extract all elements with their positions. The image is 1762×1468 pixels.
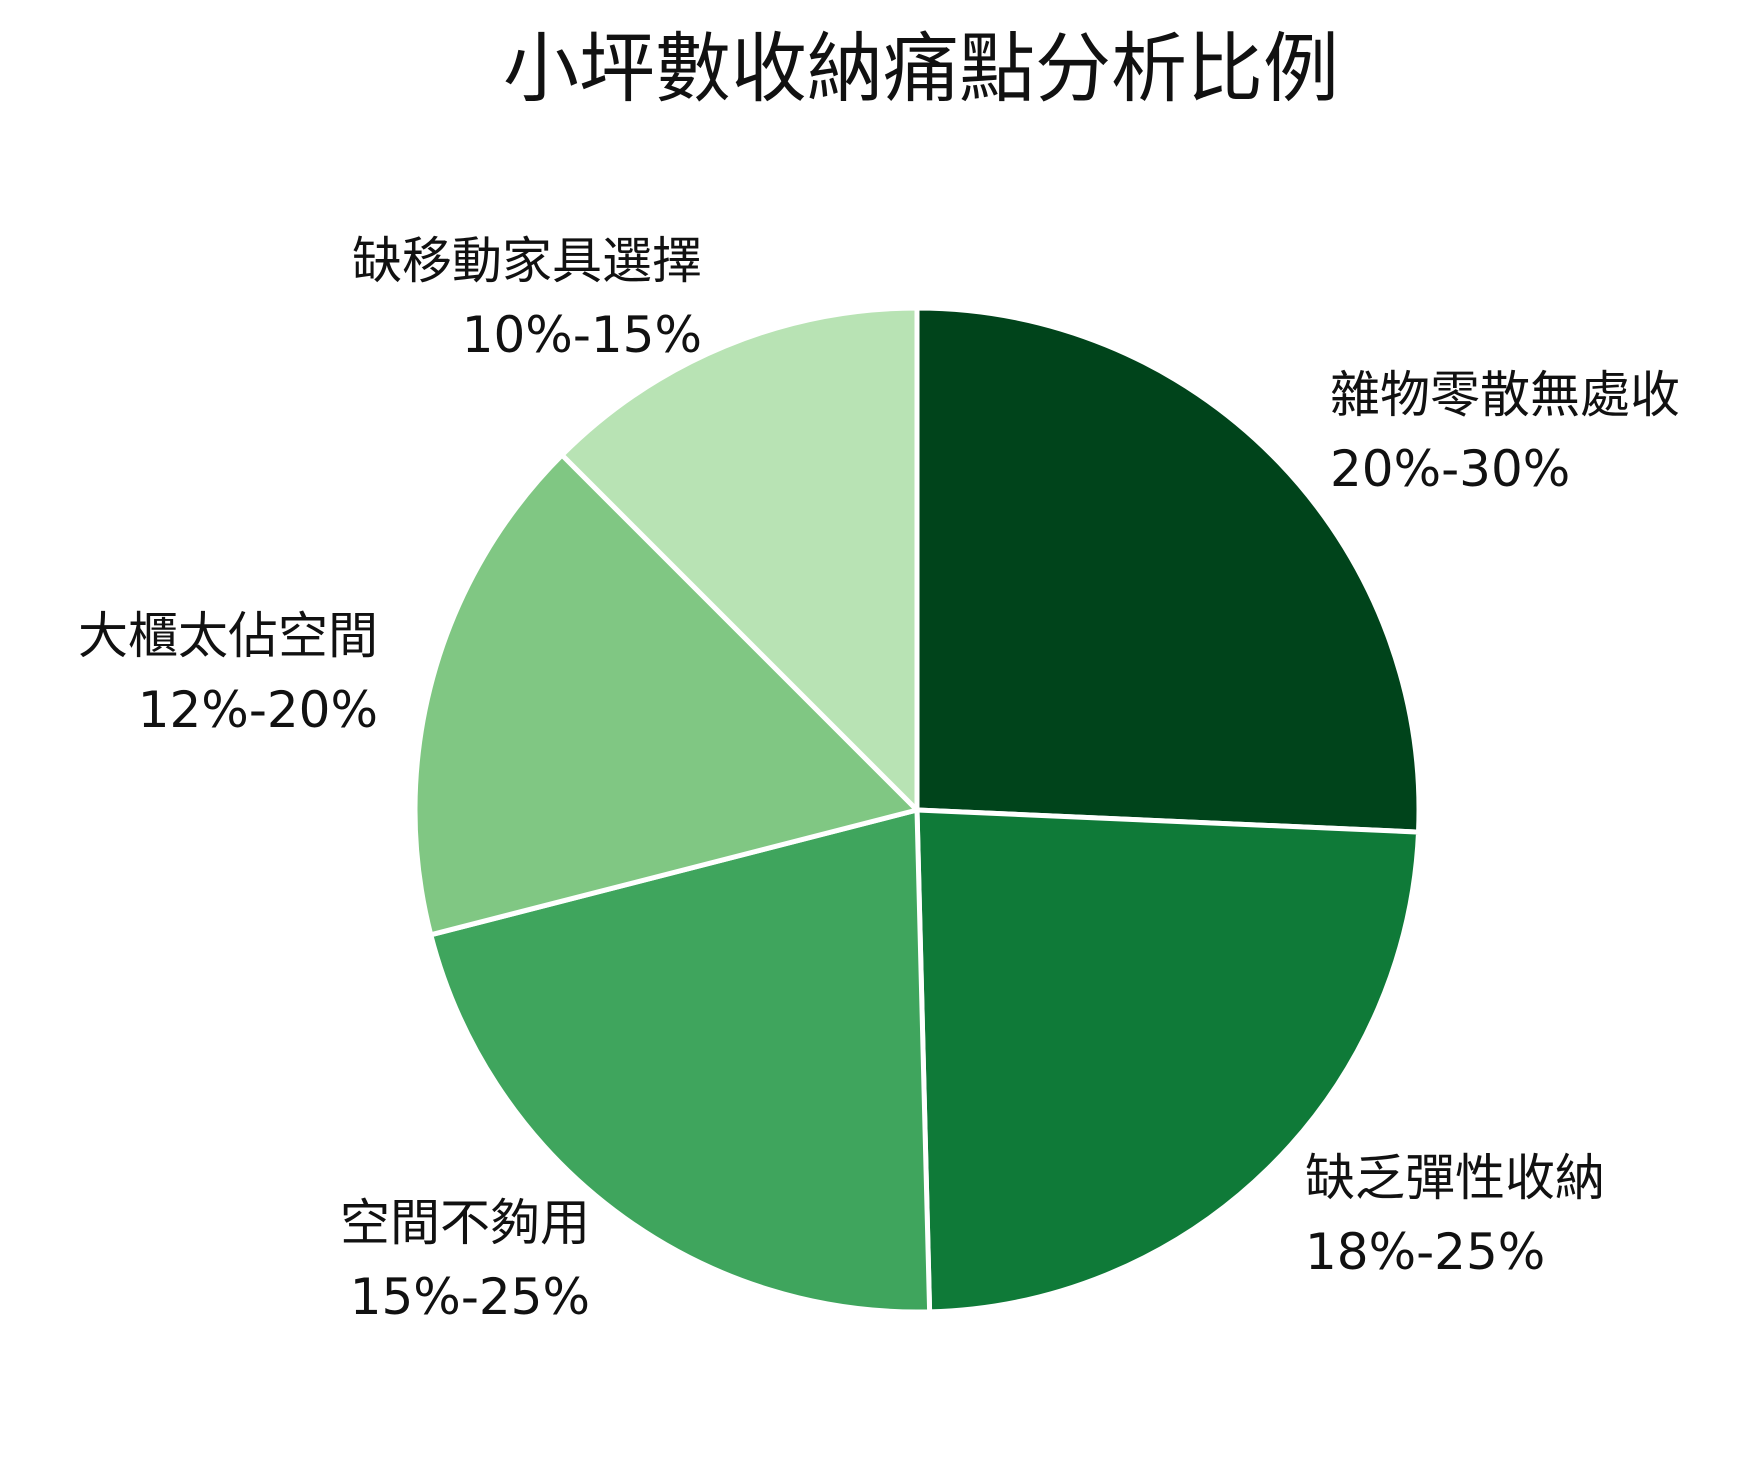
slice-label-3: 空間不夠用 15%-25% (340, 1194, 590, 1326)
slice-label-range: 12%-20% (138, 681, 378, 739)
slice-label-range: 18%-25% (1305, 1223, 1545, 1281)
pie-slice-5 (559, 305, 920, 813)
slice-label-5: 缺移動家具選擇 10%-15% (352, 232, 702, 364)
pie-slice-2 (914, 807, 1422, 1315)
slice-label-2: 缺乏彈性收納 18%-25% (1305, 1149, 1605, 1281)
slice-label-range: 15%-25% (350, 1268, 590, 1326)
slice-label-name: 雜物零散無處收 (1330, 366, 1680, 424)
slice-label-range: 10%-15% (462, 306, 702, 364)
pie-slice-3 (428, 807, 933, 1315)
slice-label-name: 大櫃太佔空間 (78, 607, 378, 665)
pie-slice-4 (412, 452, 920, 938)
slice-label-4: 大櫃太佔空間 12%-20% (78, 607, 378, 739)
slice-label-name: 缺乏彈性收納 (1305, 1149, 1605, 1207)
chart-title: 小坪數收納痛點分析比例 (503, 24, 1339, 113)
slice-labels: 雜物零散無處收 20%-30% 缺乏彈性收納 18%-25% 空間不夠用 15%-25% 大… (78, 232, 1680, 1326)
slice-label-name: 空間不夠用 (340, 1194, 590, 1252)
slice-label-1: 雜物零散無處收 20%-30% (1330, 366, 1680, 498)
pie-slice-1 (914, 305, 1422, 835)
slice-label-name: 缺移動家具選擇 (352, 232, 702, 290)
slice-label-range: 20%-30% (1330, 440, 1570, 498)
pie-slices (412, 305, 1422, 1315)
